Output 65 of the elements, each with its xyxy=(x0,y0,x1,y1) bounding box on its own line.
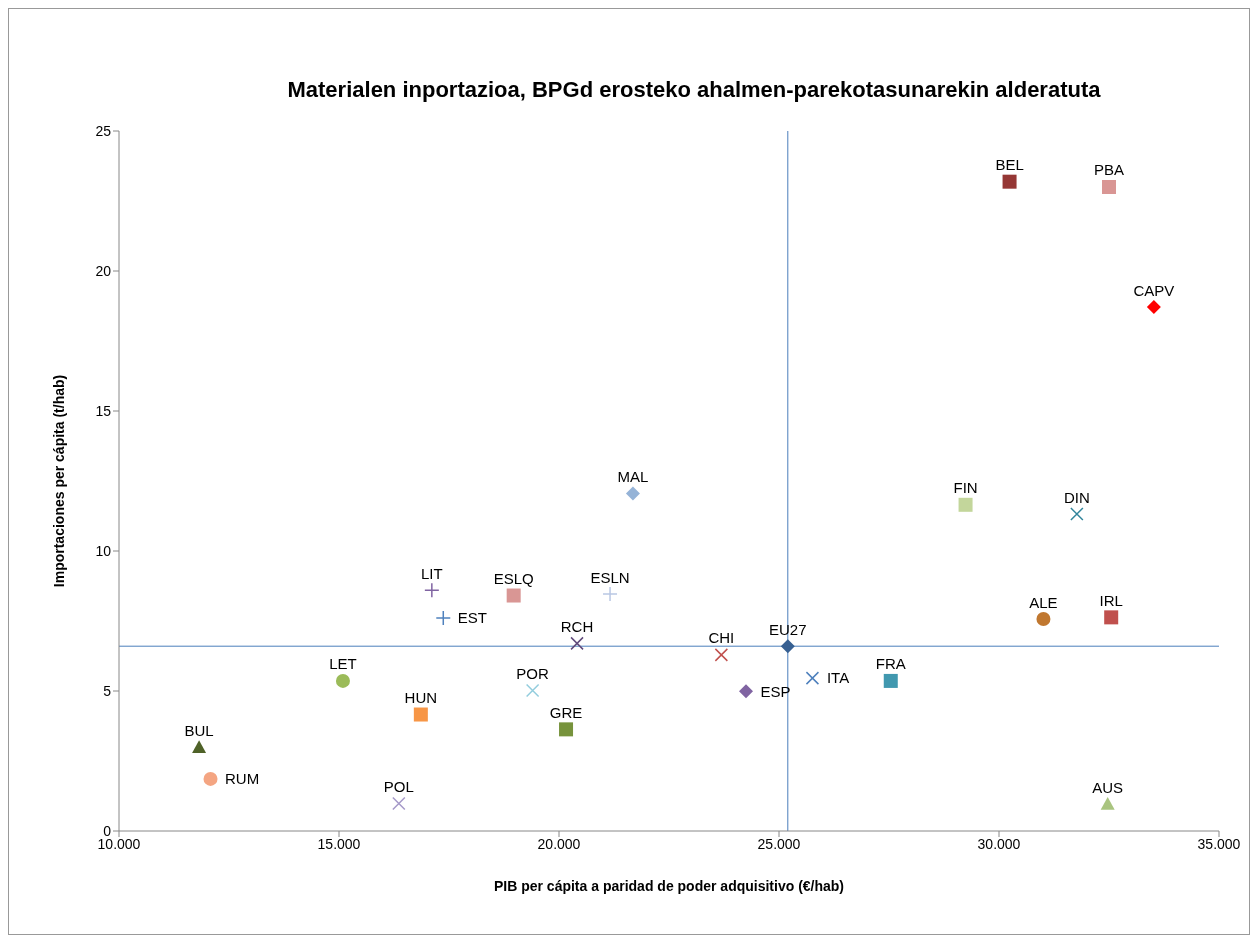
series-label: POL xyxy=(383,778,414,796)
point xyxy=(1100,797,1115,810)
series-label: BEL xyxy=(995,156,1024,174)
series-label: ESLQ xyxy=(493,570,534,588)
point xyxy=(1070,507,1084,521)
x-axis-title: PIB per cápita a paridad de poder adquisitivo (€/hab) xyxy=(493,878,845,894)
y-tick-label: 20 xyxy=(95,262,112,279)
series-label: LIT xyxy=(421,564,443,582)
series-label: LET xyxy=(329,655,357,673)
series-label: EST xyxy=(457,609,487,627)
series-label: CHI xyxy=(708,629,735,647)
series-label: CAPV xyxy=(1133,281,1175,299)
series-label: FRA xyxy=(875,655,906,673)
point xyxy=(1146,300,1161,315)
point xyxy=(192,740,207,753)
chart-title: Materialen inportazioa, BPGd erosteko ahalmen-parekotasunarekin alderatuta xyxy=(286,77,1102,104)
y-tick-label: 15 xyxy=(95,402,112,419)
series-label: RUM xyxy=(225,770,260,788)
point xyxy=(525,683,540,698)
series-label: ESLN xyxy=(590,568,630,586)
point xyxy=(435,610,452,626)
y-axis-title: Importaciones per cápita (t/hab) xyxy=(50,374,67,588)
y-tick-label: 5 xyxy=(103,682,112,699)
point xyxy=(424,582,440,598)
series-label: ITA xyxy=(826,669,850,687)
series-label: AUS xyxy=(1092,778,1124,796)
point xyxy=(625,486,640,501)
series-label: ESP xyxy=(760,682,791,700)
point xyxy=(506,588,521,603)
point xyxy=(883,673,898,688)
point xyxy=(1102,180,1116,194)
series-label: HUN xyxy=(404,689,438,707)
point xyxy=(780,639,795,654)
series-label: BUL xyxy=(184,721,214,739)
point xyxy=(958,497,973,512)
x-tick-label: 15.000 xyxy=(317,835,361,852)
point xyxy=(413,707,428,722)
series-label: MAL xyxy=(617,468,649,486)
point xyxy=(1104,610,1119,625)
point xyxy=(570,636,584,651)
y-tick-label: 25 xyxy=(95,122,112,139)
point xyxy=(392,796,406,811)
x-tick-label: 25.000 xyxy=(757,835,801,852)
series-label: IRL xyxy=(1099,591,1123,609)
series-label: EU27 xyxy=(769,620,807,638)
point xyxy=(739,684,753,699)
point xyxy=(805,671,820,685)
point xyxy=(335,673,350,688)
point xyxy=(602,586,618,602)
point xyxy=(1002,174,1017,189)
y-tick-label: 10 xyxy=(95,542,112,559)
series-label: ALE xyxy=(1029,593,1058,611)
series-label: GRE xyxy=(549,703,583,721)
series-label: RCH xyxy=(560,617,594,635)
series-label: PBA xyxy=(1093,161,1125,179)
x-tick-label: 20.000 xyxy=(537,835,581,852)
x-tick-label: 30.000 xyxy=(977,835,1021,852)
point xyxy=(714,648,729,662)
x-tick-label: 35.000 xyxy=(1197,835,1241,852)
series-label: DIN xyxy=(1063,488,1090,506)
point xyxy=(559,722,574,737)
point xyxy=(203,771,218,786)
point xyxy=(1036,612,1051,627)
series-label: FIN xyxy=(953,479,978,497)
series-label: POR xyxy=(516,664,550,682)
